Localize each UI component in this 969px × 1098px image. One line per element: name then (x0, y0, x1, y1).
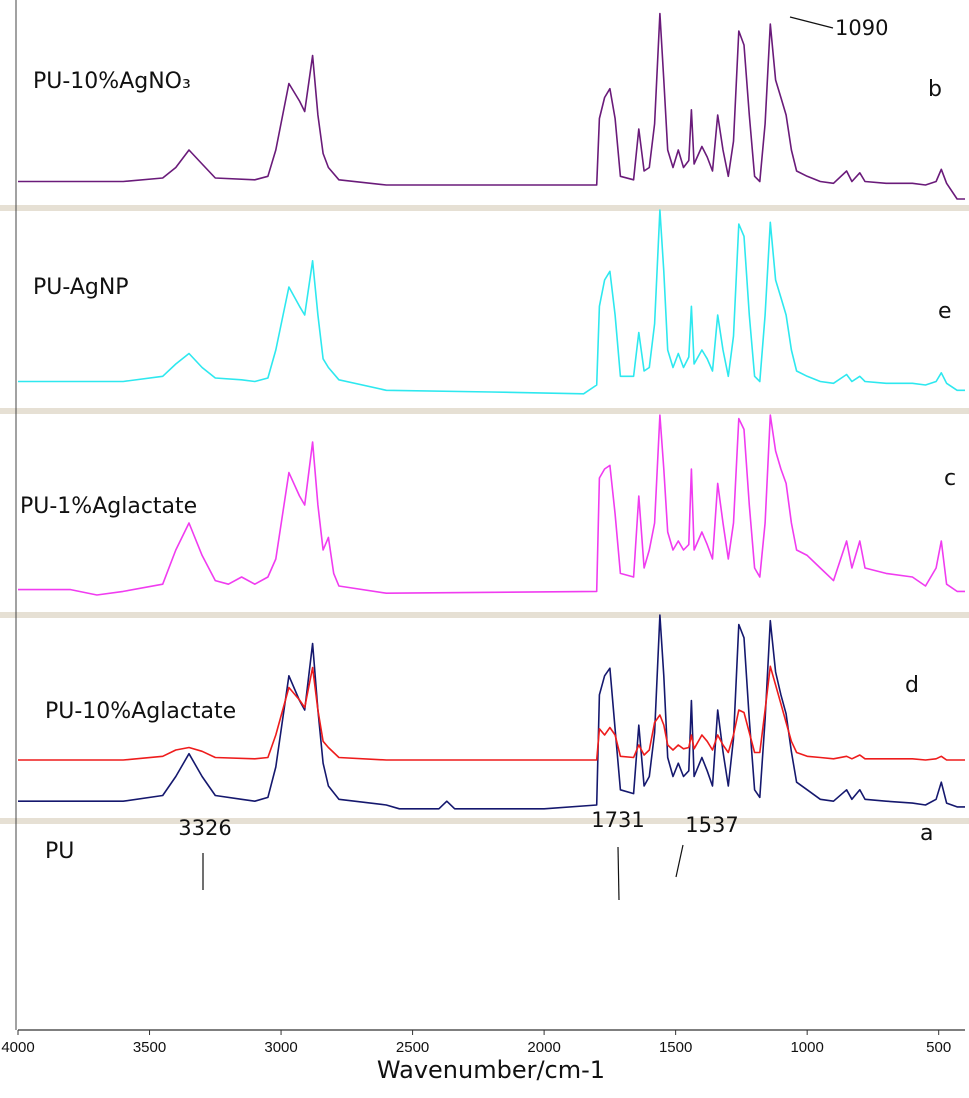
peak-label-3326: 3326 (178, 816, 231, 840)
panel-frames (0, 0, 969, 1030)
peak-label-1537: 1537 (685, 813, 738, 837)
panel-separator (0, 205, 969, 211)
x-tick-label: 1000 (790, 1039, 823, 1056)
x-axis: 4000 3500 3000 2500 2000 1500 1000 500 (1, 1029, 965, 1056)
series-label-e: PU-AgNP (33, 275, 129, 300)
series-layer (18, 12, 965, 810)
series-line-c (18, 414, 965, 596)
x-tick-label: 3000 (264, 1039, 297, 1056)
x-tick-label: 2500 (396, 1039, 429, 1056)
peak-label-1731: 1731 (591, 808, 644, 832)
series-label-d: PU-10%Aglactate (45, 699, 236, 724)
series-line-d (18, 614, 965, 810)
label-layer: PU-10%AgNO₃ b PU-AgNP e PU-1%Aglactate c PU-10… (20, 16, 956, 901)
series-label-c: PU-1%Aglactate (20, 494, 197, 519)
x-tick-label: 2000 (527, 1039, 560, 1056)
x-tick-label: 1500 (659, 1039, 692, 1056)
x-tick-label: 500 (926, 1039, 951, 1056)
panel-separator (0, 408, 969, 414)
panel-letter-c: c (944, 466, 956, 491)
panel-letter-e: e (938, 299, 952, 324)
series-label-b: PU-10%AgNO₃ (33, 69, 191, 94)
panel-separator (0, 612, 969, 618)
series-line-e (18, 209, 965, 395)
series-line-b (18, 12, 965, 200)
x-tick-label: 3500 (133, 1039, 166, 1056)
panel-letter-b: b (928, 77, 942, 102)
panel-separator (0, 818, 969, 824)
panel-letter-a: a (920, 821, 933, 846)
series-line-a (18, 665, 965, 761)
x-tick-label: 4000 (1, 1039, 34, 1056)
annotation-leader (675, 844, 684, 878)
panel-letter-d: d (905, 673, 919, 698)
peak-label-1090: 1090 (835, 16, 888, 40)
x-axis-title: Wavenumber/cm-1 (377, 1056, 605, 1084)
annotation-leader (617, 846, 620, 901)
annotation-leader (789, 16, 834, 29)
series-label-a: PU (45, 839, 74, 864)
